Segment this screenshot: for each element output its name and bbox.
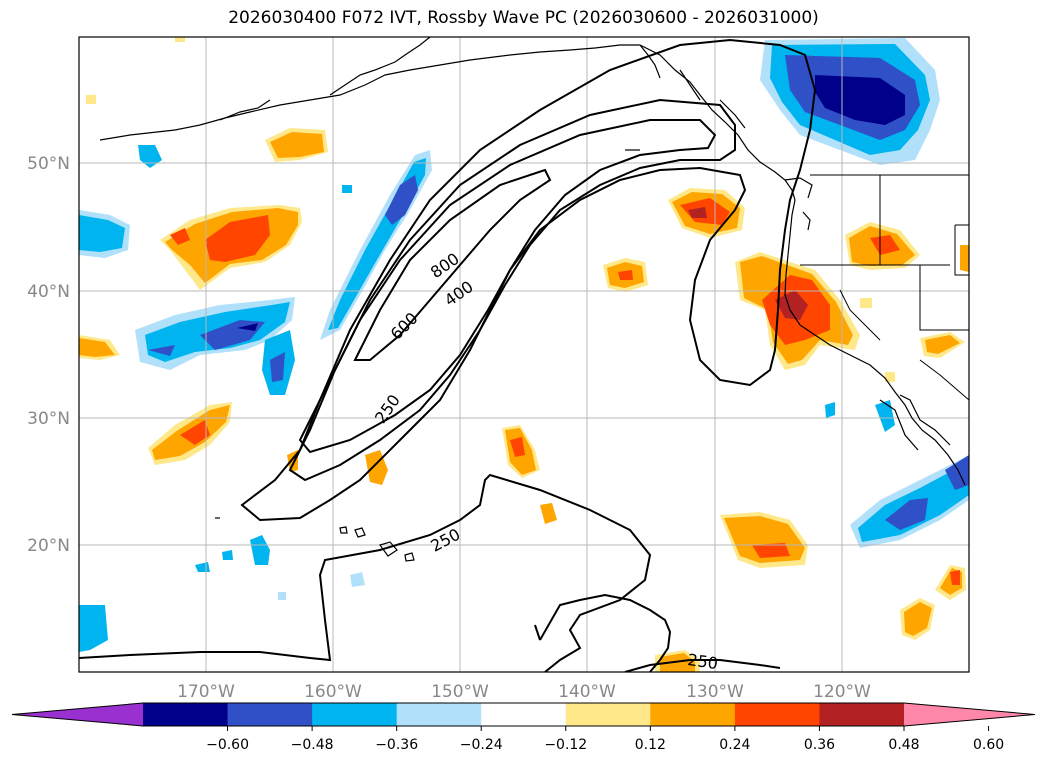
colorbar-tick-label: 0.24: [719, 737, 750, 753]
colorbar-tick-label: 0.48: [888, 737, 919, 753]
contour-label-250-c: 250: [686, 650, 719, 673]
map-title: 2026030400 F072 IVT, Rossby Wave PC (202…: [228, 8, 819, 28]
colorbar-tick-label: −0.60: [206, 737, 249, 753]
colorbar-swatch: [481, 703, 567, 726]
colorbar-tick-label: 0.36: [804, 737, 835, 753]
lon-label-160w: 160°W: [304, 682, 362, 702]
longitude-labels: 170°W 160°W 150°W 140°W 130°W 120°W: [177, 682, 871, 702]
political-borders: [800, 174, 969, 401]
lon-label-120w: 120°W: [813, 682, 871, 702]
colorbar-swatch: [565, 703, 651, 726]
colorbar-tick-label: −0.24: [460, 737, 503, 753]
colorbar-swatch: [650, 703, 736, 726]
colorbar-swatch: [819, 703, 905, 726]
colorbar-swatch: [227, 703, 313, 726]
colorbar-swatch: [396, 703, 482, 726]
colorbar-swatch: [734, 703, 820, 726]
colorbar-extend-max: [904, 703, 1035, 726]
positive-anomaly-fields: [79, 37, 969, 672]
lon-label-170w: 170°W: [177, 682, 235, 702]
lat-label-50: 50°N: [27, 154, 70, 174]
colorbar-swatch: [312, 703, 398, 726]
colorbar: −0.60 −0.48 −0.36 −0.24 −0.12 0.12 0.24 0.36 0.4…: [11, 702, 1036, 753]
negative-anomaly-fields: [79, 38, 969, 652]
lon-label-140w: 140°W: [558, 682, 616, 702]
colorbar-outline: [11, 702, 1036, 727]
colorbar-extend-min: [12, 703, 143, 726]
lon-label-150w: 150°W: [431, 682, 489, 702]
map-frame: [78, 36, 970, 673]
colorbar-tick-label: 0.12: [635, 737, 666, 753]
colorbar-swatch: [143, 703, 229, 726]
colorbar-tick-label: −0.36: [375, 737, 418, 753]
colorbar-tick-label: −0.12: [544, 737, 587, 753]
coastlines: [99, 37, 966, 562]
lat-label-40: 40°N: [27, 282, 70, 302]
colorbar-tick-label: −0.48: [291, 737, 334, 753]
lat-label-20: 20°N: [27, 536, 70, 556]
lat-label-30: 30°N: [27, 409, 70, 429]
ivt-contours: [79, 38, 817, 672]
lon-label-130w: 130°W: [686, 682, 744, 702]
latitude-labels: 50°N 40°N 30°N 20°N: [27, 154, 70, 556]
colorbar-tick-label: 0.60: [973, 737, 1004, 753]
